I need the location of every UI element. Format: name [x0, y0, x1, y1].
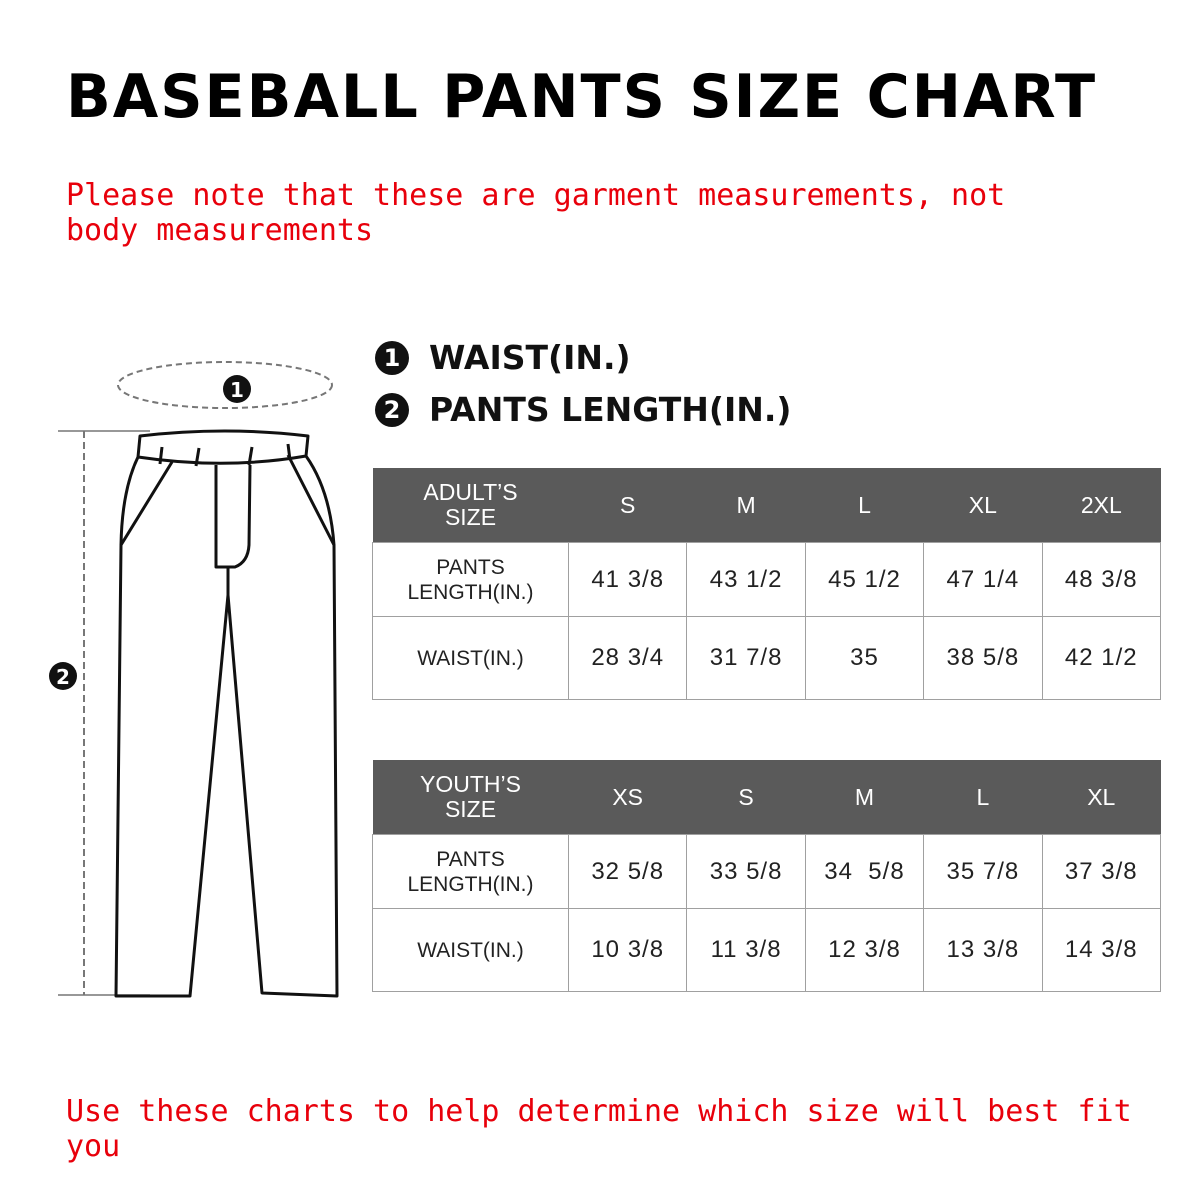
- header-cell: ADULT’S SIZE: [372, 468, 569, 543]
- table-cell: 14 3/8: [1041, 908, 1162, 992]
- table-cell: 35: [804, 616, 925, 700]
- header-cell: XL: [923, 468, 1043, 543]
- measurement-note: Please note that these are garment measu…: [66, 178, 1006, 248]
- marker-2-text: 2: [56, 665, 70, 689]
- table-header-row: ADULT’S SIZE S M L XL 2XL: [372, 468, 1161, 543]
- marker-1-icon: [223, 375, 251, 403]
- table-cell: 35 7/8: [923, 834, 1043, 909]
- table-cell: 32 5/8: [567, 834, 688, 909]
- header-cell: YOUTH’S SIZE: [372, 760, 569, 835]
- table-cell: 41 3/8: [567, 542, 688, 617]
- pants-diagram: 1 2: [49, 361, 339, 998]
- header-cell: S: [568, 468, 687, 543]
- table-row: PANTS LENGTH(IN.) 32 5/8 33 5/8 34 5/8 3…: [372, 834, 1162, 909]
- table-cell: 37 3/8: [1041, 834, 1162, 909]
- header-cell: 2XL: [1042, 468, 1161, 543]
- row-label: PANTS LENGTH(IN.): [372, 834, 569, 909]
- table-cell: 38 5/8: [923, 616, 1043, 700]
- pants-outline: [114, 429, 339, 998]
- waist-measure-ellipse: [117, 361, 333, 409]
- footer-note: Use these charts to help determine which…: [66, 1094, 1132, 1164]
- table-row: PANTS LENGTH(IN.) 41 3/8 43 1/2 45 1/2 4…: [372, 542, 1162, 617]
- header-cell: L: [923, 760, 1043, 835]
- number-1-icon: 1: [375, 340, 409, 375]
- number-2-icon: 2: [375, 392, 409, 427]
- table-cell: 13 3/8: [923, 908, 1043, 992]
- row-label: PANTS LENGTH(IN.): [372, 542, 569, 617]
- table-cell: 28 3/4: [567, 616, 688, 700]
- legend-waist: 1 WAIST(IN.): [375, 338, 631, 377]
- table-row: WAIST(IN.) 28 3/4 31 7/8 35 38 5/8 42 1/…: [372, 616, 1162, 700]
- adult-size-table: ADULT’S SIZE S M L XL 2XL PANTS LENGTH(I…: [372, 468, 1162, 700]
- header-cell: XS: [568, 760, 687, 835]
- table-cell: 31 7/8: [686, 616, 806, 700]
- table-cell: 48 3/8: [1041, 542, 1162, 617]
- header-cell: XL: [1042, 760, 1161, 835]
- marker-2-icon: [49, 662, 77, 690]
- table-cell: 45 1/2: [804, 542, 925, 617]
- header-cell: M: [686, 468, 806, 543]
- youth-size-table: YOUTH’S SIZE XS S M L XL PANTS LENGTH(IN…: [372, 760, 1162, 992]
- page-title: BASEBALL PANTS SIZE CHART: [66, 62, 1098, 132]
- table-cell: 43 1/2: [686, 542, 806, 617]
- header-cell: L: [805, 468, 924, 543]
- row-label: WAIST(IN.): [372, 908, 569, 992]
- table-cell: 12 3/8: [804, 908, 925, 992]
- header-cell: M: [805, 760, 924, 835]
- table-row: WAIST(IN.) 10 3/8 11 3/8 12 3/8 13 3/8 1…: [372, 908, 1162, 992]
- header-cell: S: [686, 760, 806, 835]
- legend-label: PANTS LENGTH(IN.): [429, 390, 792, 429]
- table-header-row: YOUTH’S SIZE XS S M L XL: [372, 760, 1161, 835]
- row-label: WAIST(IN.): [372, 616, 569, 700]
- table-cell: 42 1/2: [1041, 616, 1162, 700]
- marker-1-text: 1: [230, 378, 244, 402]
- legend-length: 2 PANTS LENGTH(IN.): [375, 390, 792, 429]
- table-cell: 10 3/8: [567, 908, 688, 992]
- table-cell: 47 1/4: [923, 542, 1043, 617]
- table-cell: 34 5/8: [804, 834, 925, 909]
- table-cell: 11 3/8: [686, 908, 806, 992]
- table-cell: 33 5/8: [686, 834, 806, 909]
- legend-label: WAIST(IN.): [429, 338, 631, 377]
